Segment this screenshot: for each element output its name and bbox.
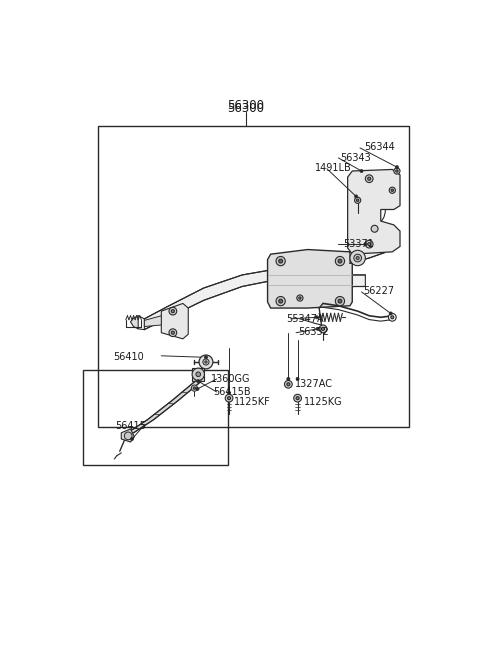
Text: 56344: 56344 [365,141,396,152]
Circle shape [225,394,233,402]
Circle shape [276,257,285,266]
Text: 1327AC: 1327AC [295,379,333,389]
Circle shape [131,438,133,441]
Circle shape [299,297,301,299]
Circle shape [355,197,361,203]
Circle shape [204,356,207,359]
Circle shape [368,177,371,180]
Circle shape [396,170,398,172]
Circle shape [196,387,199,390]
Polygon shape [342,275,365,288]
Text: 56300: 56300 [228,100,264,113]
Circle shape [391,316,394,319]
Circle shape [169,329,177,337]
Circle shape [193,387,195,389]
Circle shape [357,199,359,202]
Polygon shape [127,381,201,433]
Text: 56332: 56332 [299,328,329,337]
Circle shape [192,368,204,381]
Circle shape [279,299,283,303]
Text: 56227: 56227 [363,286,394,297]
Circle shape [338,299,342,303]
Circle shape [355,195,358,198]
Circle shape [171,331,174,334]
Bar [98,126,409,426]
Circle shape [279,259,283,263]
Circle shape [228,397,230,400]
Text: 53371: 53371 [343,239,374,249]
Circle shape [354,254,361,262]
Circle shape [388,314,396,321]
Circle shape [389,187,396,193]
Polygon shape [350,240,384,263]
Text: 1125KF: 1125KF [234,397,271,407]
Text: 56415: 56415 [115,421,146,431]
Circle shape [203,359,209,365]
Circle shape [394,168,400,174]
Polygon shape [144,316,161,327]
Circle shape [171,310,174,312]
Circle shape [396,166,398,169]
Polygon shape [161,303,188,339]
Circle shape [364,242,367,246]
Text: 1125KG: 1125KG [304,397,342,407]
Circle shape [389,312,392,315]
Circle shape [169,307,177,315]
Text: 1360GG: 1360GG [211,373,250,384]
Circle shape [391,189,394,191]
Circle shape [316,328,319,330]
Circle shape [287,383,290,386]
Polygon shape [121,429,134,442]
Text: 56410: 56410 [114,352,144,362]
Circle shape [296,397,299,400]
Circle shape [336,297,345,306]
Circle shape [205,361,207,363]
Ellipse shape [369,196,385,223]
Circle shape [199,355,213,369]
Circle shape [297,295,303,301]
Circle shape [315,316,318,319]
Polygon shape [192,368,204,381]
Circle shape [294,394,301,402]
Circle shape [196,372,201,377]
Circle shape [228,391,230,394]
Circle shape [276,297,285,306]
Circle shape [285,381,292,388]
Circle shape [365,240,373,248]
Polygon shape [131,316,138,329]
Polygon shape [267,250,352,308]
Bar [83,369,228,465]
Circle shape [368,242,371,246]
Circle shape [124,432,132,440]
Circle shape [319,325,327,333]
Circle shape [197,380,200,383]
Circle shape [338,259,342,263]
Circle shape [192,385,197,391]
Circle shape [336,257,345,266]
Polygon shape [348,170,400,254]
Text: 56343: 56343 [340,153,371,162]
Circle shape [296,377,299,381]
Polygon shape [144,270,342,329]
Circle shape [356,257,359,259]
Circle shape [287,377,290,381]
Circle shape [322,328,324,330]
Text: 56415B: 56415B [214,386,252,396]
Text: 1491LB: 1491LB [315,163,352,174]
Circle shape [360,170,363,172]
Text: 56300: 56300 [228,102,264,115]
Circle shape [371,225,378,233]
Circle shape [350,250,365,266]
Circle shape [365,175,373,183]
Text: 55347A: 55347A [286,314,324,324]
